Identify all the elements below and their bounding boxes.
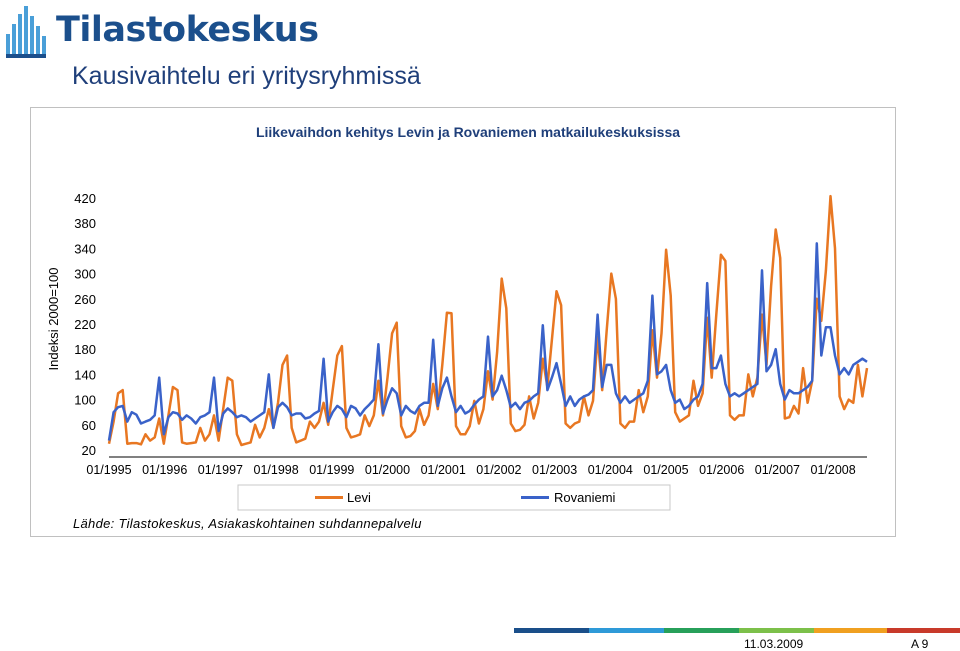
footer-page-number: A 9	[911, 637, 929, 651]
x-tick-label: 01/2005	[643, 463, 688, 477]
x-tick-label: 01/1996	[142, 463, 187, 477]
x-tick-label: 01/2004	[588, 463, 633, 477]
y-tick-label: 300	[74, 267, 96, 282]
chart-frame: Liikevaihdon kehitys Levin ja Rovaniemen…	[30, 107, 896, 537]
y-tick-label: 340	[74, 241, 96, 256]
legend-label-rovaniemi: Rovaniemi	[554, 490, 616, 505]
x-tick-label: 01/2008	[811, 463, 856, 477]
logo-text: Tilastokeskus	[56, 10, 319, 50]
legend-label-levi: Levi	[347, 490, 371, 505]
y-tick-label: 60	[82, 418, 96, 433]
x-tick-label: 01/2001	[421, 463, 466, 477]
x-tick-label: 01/2006	[699, 463, 744, 477]
series-line-rovaniemi	[107, 242, 868, 441]
series-line-levi	[107, 194, 869, 447]
y-tick-label: 180	[74, 342, 96, 357]
x-tick-label: 01/2003	[532, 463, 577, 477]
x-tick-label: 01/1998	[254, 463, 299, 477]
x-tick-label: 01/1997	[198, 463, 243, 477]
y-axis-label: Indeksi 2000=100	[46, 267, 61, 370]
y-tick-label: 420	[74, 191, 96, 206]
y-tick-label: 260	[74, 292, 96, 307]
page-title: Kausivaihtelu eri yritysryhmissä	[72, 62, 421, 90]
legend-box	[237, 484, 671, 511]
x-tick-label: 01/1999	[309, 463, 354, 477]
x-tick-label: 01/2002	[476, 463, 521, 477]
y-tick-label: 140	[74, 367, 96, 382]
x-tick-label: 01/2000	[365, 463, 410, 477]
y-tick-label: 220	[74, 317, 96, 332]
y-tick-label: 100	[74, 393, 96, 408]
source-note: Lähde: Tilastokeskus, Asiakaskohtainen s…	[73, 516, 422, 531]
y-tick-label: 20	[82, 443, 96, 458]
tilastokeskus-bar-logo-icon	[6, 6, 46, 58]
footer-date: 11.03.2009	[744, 637, 804, 651]
tilastokeskus-logo: Tilastokeskus	[4, 4, 319, 64]
legend: Levi Rovaniemi	[237, 484, 671, 511]
chart-title: Liikevaihdon kehitys Levin ja Rovaniemen…	[256, 124, 680, 140]
line-chart: Liikevaihdon kehitys Levin ja Rovaniemen…	[46, 124, 869, 531]
x-tick-label: 01/2007	[755, 463, 800, 477]
footer-color-bar	[514, 628, 960, 633]
y-tick-label: 380	[74, 216, 96, 231]
x-tick-label: 01/1995	[86, 463, 131, 477]
